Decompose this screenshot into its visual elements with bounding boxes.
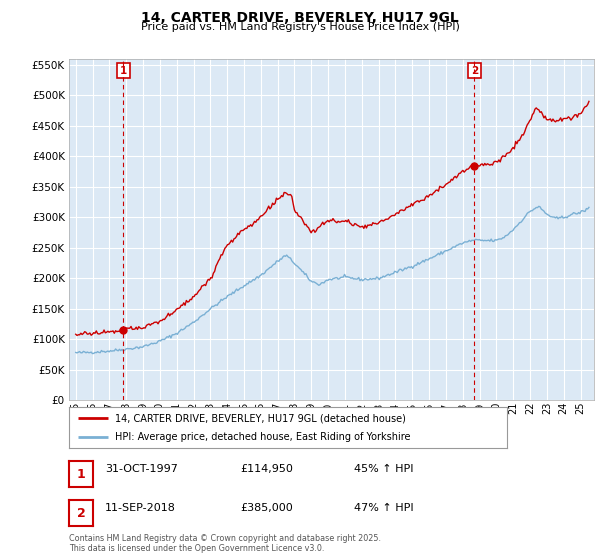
Text: 14, CARTER DRIVE, BEVERLEY, HU17 9GL: 14, CARTER DRIVE, BEVERLEY, HU17 9GL — [141, 11, 459, 25]
Text: 47% ↑ HPI: 47% ↑ HPI — [354, 503, 413, 513]
Text: £385,000: £385,000 — [240, 503, 293, 513]
Text: 2: 2 — [471, 66, 478, 76]
Text: 2: 2 — [77, 507, 85, 520]
Text: 1: 1 — [77, 468, 85, 480]
Text: 1: 1 — [120, 66, 127, 76]
Text: Price paid vs. HM Land Registry's House Price Index (HPI): Price paid vs. HM Land Registry's House … — [140, 22, 460, 32]
Text: Contains HM Land Registry data © Crown copyright and database right 2025.
This d: Contains HM Land Registry data © Crown c… — [69, 534, 381, 553]
Text: HPI: Average price, detached house, East Riding of Yorkshire: HPI: Average price, detached house, East… — [115, 432, 410, 442]
Text: 11-SEP-2018: 11-SEP-2018 — [105, 503, 176, 513]
Text: 31-OCT-1997: 31-OCT-1997 — [105, 464, 178, 474]
Text: 14, CARTER DRIVE, BEVERLEY, HU17 9GL (detached house): 14, CARTER DRIVE, BEVERLEY, HU17 9GL (de… — [115, 413, 406, 423]
Text: 45% ↑ HPI: 45% ↑ HPI — [354, 464, 413, 474]
Text: £114,950: £114,950 — [240, 464, 293, 474]
